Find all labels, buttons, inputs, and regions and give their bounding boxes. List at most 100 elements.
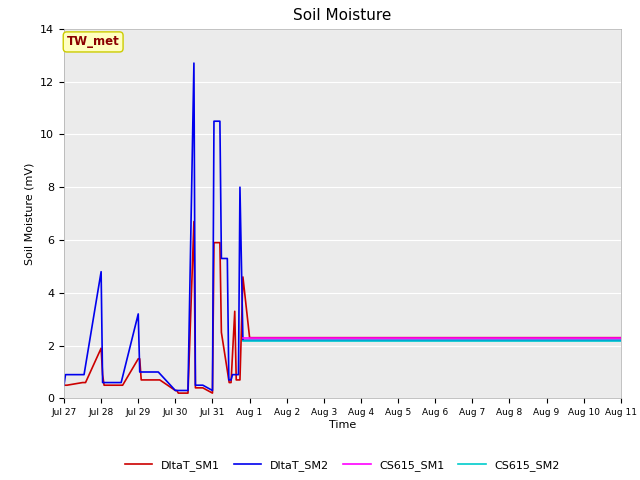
DltaT_SM2 [190, 60, 198, 66]
CS615_SM2 [506, 338, 513, 344]
DltaT_SM1 [173, 387, 180, 393]
DltaT_SM2 [236, 184, 244, 190]
DltaT_SM1 [283, 335, 291, 341]
DltaT_SM2 [172, 387, 179, 393]
DltaT_SM1 [156, 377, 164, 383]
Text: TW_met: TW_met [67, 36, 120, 48]
X-axis label: Time: Time [329, 420, 356, 430]
DltaT_SM2 [468, 337, 476, 343]
DltaT_SM2 [60, 382, 68, 388]
CS615_SM2 [283, 338, 291, 344]
CS615_SM1 [246, 336, 253, 341]
DltaT_SM2 [80, 372, 88, 377]
DltaT_SM2 [136, 369, 143, 375]
DltaT_SM1 [225, 380, 233, 385]
CS615_SM2 [239, 338, 247, 344]
DltaT_SM1 [191, 385, 199, 391]
DltaT_SM1 [394, 335, 402, 341]
CS615_SM1 [239, 336, 247, 341]
CS615_SM1 [394, 336, 402, 341]
CS615_SM1 [617, 336, 625, 341]
CS615_SM1 [468, 336, 476, 341]
DltaT_SM1 [235, 377, 243, 383]
CS615_SM2 [431, 338, 439, 344]
CS615_SM2 [357, 338, 365, 344]
Y-axis label: Soil Moisture (mV): Soil Moisture (mV) [24, 162, 35, 265]
CS615_SM1 [357, 336, 365, 341]
DltaT_SM1 [232, 377, 240, 383]
CS615_SM1 [506, 336, 513, 341]
DltaT_SM1 [154, 377, 162, 383]
DltaT_SM2 [283, 337, 291, 343]
DltaT_SM1 [190, 219, 198, 225]
DltaT_SM1 [543, 335, 550, 341]
DltaT_SM1 [199, 385, 207, 391]
DltaT_SM2 [134, 311, 142, 317]
CS615_SM2 [580, 338, 588, 344]
CS615_SM1 [431, 336, 439, 341]
DltaT_SM2 [543, 337, 550, 343]
CS615_SM1 [580, 336, 588, 341]
DltaT_SM1 [61, 382, 69, 388]
DltaT_SM2 [154, 369, 162, 375]
Line: DltaT_SM2: DltaT_SM2 [64, 63, 621, 390]
DltaT_SM1 [218, 329, 225, 335]
DltaT_SM2 [116, 380, 124, 385]
DltaT_SM2 [117, 380, 125, 385]
DltaT_SM1 [100, 382, 108, 388]
DltaT_SM1 [153, 377, 161, 383]
DltaT_SM1 [136, 356, 143, 362]
CS615_SM1 [320, 336, 328, 341]
DltaT_SM1 [60, 382, 68, 388]
CS615_SM2 [394, 338, 402, 344]
DltaT_SM2 [239, 337, 247, 343]
DltaT_SM1 [138, 377, 145, 383]
DltaT_SM2 [228, 372, 236, 377]
DltaT_SM1 [182, 390, 190, 396]
DltaT_SM2 [235, 372, 243, 377]
DltaT_SM2 [225, 377, 233, 383]
DltaT_SM2 [79, 372, 86, 377]
Line: DltaT_SM1: DltaT_SM1 [64, 222, 621, 393]
DltaT_SM2 [506, 337, 513, 343]
DltaT_SM2 [209, 387, 216, 393]
DltaT_SM2 [394, 337, 402, 343]
DltaT_SM2 [357, 337, 365, 343]
DltaT_SM1 [357, 335, 365, 341]
DltaT_SM1 [116, 382, 124, 388]
DltaT_SM2 [617, 337, 625, 343]
DltaT_SM2 [184, 387, 192, 393]
DltaT_SM2 [99, 380, 106, 385]
DltaT_SM1 [431, 335, 439, 341]
DltaT_SM2 [191, 382, 199, 388]
CS615_SM2 [468, 338, 476, 344]
DltaT_SM1 [198, 385, 205, 391]
Legend: DltaT_SM1, DltaT_SM2, CS615_SM1, CS615_SM2: DltaT_SM1, DltaT_SM2, CS615_SM1, CS615_S… [120, 456, 564, 476]
DltaT_SM2 [210, 119, 218, 124]
DltaT_SM1 [172, 387, 179, 393]
DltaT_SM1 [184, 390, 192, 396]
DltaT_SM2 [227, 377, 235, 383]
DltaT_SM2 [320, 337, 328, 343]
DltaT_SM2 [223, 255, 231, 261]
DltaT_SM1 [236, 377, 244, 383]
DltaT_SM2 [431, 337, 439, 343]
CS615_SM2 [617, 338, 625, 344]
DltaT_SM1 [227, 380, 235, 385]
DltaT_SM2 [580, 337, 588, 343]
DltaT_SM1 [216, 240, 224, 246]
DltaT_SM1 [119, 382, 127, 388]
DltaT_SM1 [320, 335, 328, 341]
DltaT_SM1 [80, 380, 88, 385]
DltaT_SM1 [209, 390, 216, 396]
DltaT_SM1 [63, 382, 71, 388]
DltaT_SM2 [61, 372, 69, 377]
DltaT_SM1 [117, 382, 125, 388]
DltaT_SM1 [82, 380, 90, 385]
DltaT_SM1 [134, 356, 142, 362]
Title: Soil Moisture: Soil Moisture [293, 9, 392, 24]
DltaT_SM1 [99, 372, 106, 377]
DltaT_SM1 [97, 346, 105, 351]
DltaT_SM2 [199, 382, 207, 388]
DltaT_SM2 [216, 119, 224, 124]
